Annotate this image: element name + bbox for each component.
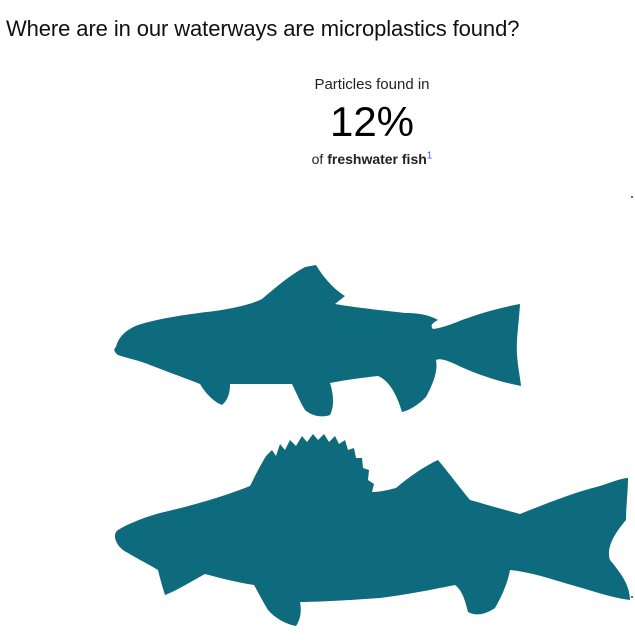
edge-mark (631, 596, 633, 598)
stat-block: Particles found in 12% of freshwater fis… (272, 76, 472, 168)
stat-caption-prefix: of (311, 151, 328, 167)
trout-icon (114, 265, 521, 417)
perch-icon (114, 434, 631, 626)
page-title: Where are in our waterways are microplas… (6, 16, 520, 41)
edge-mark (631, 196, 633, 198)
stat-label: Particles found in (314, 76, 430, 93)
stat-caption-bold: freshwater fish (327, 151, 427, 167)
stat-caption: of freshwater fish1 (272, 150, 472, 168)
stat-value: 12% (329, 98, 415, 145)
footnote-link[interactable]: 1 (426, 150, 433, 162)
